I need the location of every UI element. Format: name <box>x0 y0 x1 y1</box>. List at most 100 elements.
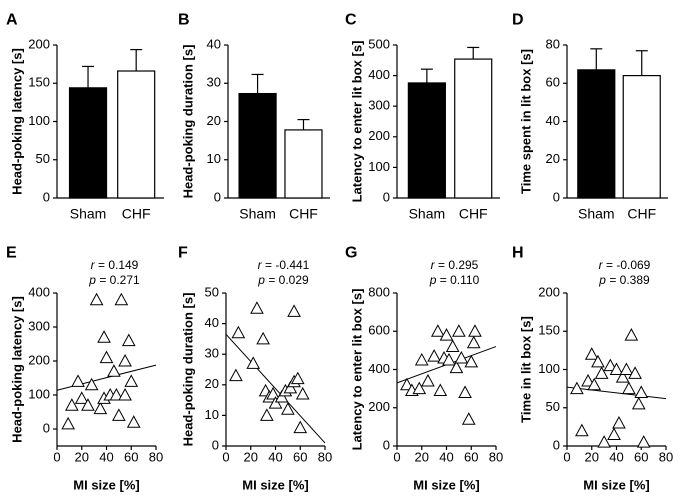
data-point-e-1 <box>65 398 79 411</box>
category-label-c-chf: CHF <box>459 205 488 221</box>
category-label-c-sham: Sham <box>409 205 446 221</box>
data-point-e-19 <box>124 374 139 387</box>
y-tick-label-a-200: 200 <box>28 36 50 51</box>
data-point-g-19 <box>468 324 482 337</box>
x-tick-label-f-40: 40 <box>268 450 282 465</box>
r-symbol: r <box>258 258 265 272</box>
r-value: = 0.295 <box>438 258 479 272</box>
y-tick-label-c-0: 0 <box>383 189 390 204</box>
y-tick-label-f-40: 40 <box>205 315 219 330</box>
y-tick-label-c-400: 400 <box>368 67 390 82</box>
y-axis-label-a: Head-poking latency [s] <box>10 48 25 195</box>
x-tick-label-h-20: 20 <box>585 450 599 465</box>
data-point-f-0 <box>229 368 243 382</box>
data-point-f-9 <box>268 396 283 409</box>
p-value: = 0.029 <box>268 273 309 287</box>
y-tick-label-d-60: 60 <box>546 75 560 90</box>
y-axis-label-g: Latency to enter lit box [s] <box>350 289 365 451</box>
panel-label-f: F <box>178 244 188 261</box>
x-tick-label-h-0: 0 <box>563 450 570 465</box>
data-point-g-5 <box>427 349 441 362</box>
y-tick-label-d-0: 0 <box>553 189 560 204</box>
data-point-h-5 <box>591 354 605 368</box>
data-point-e-18 <box>121 333 136 347</box>
y-axis-label-h: Time in lit box [s] <box>519 316 534 423</box>
y-tick-label-e-300: 300 <box>28 318 50 333</box>
r-stat-g: r = 0.295 <box>431 258 479 272</box>
data-point-e-7 <box>93 401 108 415</box>
x-tick-label-e-20: 20 <box>75 450 89 465</box>
data-point-g-9 <box>439 328 454 341</box>
y-tick-label-h-50: 50 <box>546 399 560 414</box>
data-point-g-3 <box>414 352 429 366</box>
y-tick-label-d-40: 40 <box>546 113 560 128</box>
y-tick-label-c-100: 100 <box>368 159 390 174</box>
p-value: = 0.110 <box>440 273 480 287</box>
panel-label-d: D <box>512 11 524 28</box>
y-tick-label-a-100: 100 <box>28 113 50 128</box>
x-tick-label-e-60: 60 <box>124 450 138 465</box>
data-point-h-2 <box>581 373 595 387</box>
data-point-e-0 <box>61 416 75 430</box>
y-tick-label-e-0: 0 <box>43 420 50 435</box>
r-value: = 0.149 <box>98 258 139 272</box>
p-symbol: p <box>257 273 268 287</box>
p-stat-f: p = 0.029 <box>257 273 309 287</box>
x-tick-label-e-80: 80 <box>149 450 163 465</box>
x-tick-label-g-40: 40 <box>439 450 453 465</box>
bar-b-chf <box>284 129 323 199</box>
data-point-f-13 <box>283 380 298 394</box>
y-axis-label-c: Latency to enter lit box [s] <box>350 41 365 203</box>
x-axis-label-e: MI size [%] <box>73 478 139 493</box>
data-point-g-11 <box>445 339 460 353</box>
y-axis-label-d: Time spent in lit box [s] <box>519 49 534 194</box>
panel-f: F 0 10 20 30 40 50 Head-poking duration [s] 0 20 4… <box>178 244 332 492</box>
category-label-d-sham: Sham <box>578 205 615 221</box>
x-tick-label-g-0: 0 <box>393 450 400 465</box>
data-point-h-7 <box>597 435 611 448</box>
panel-label-g: G <box>345 244 357 261</box>
y-tick-label-c-300: 300 <box>368 98 390 113</box>
data-point-g-16 <box>461 412 476 425</box>
data-point-g-13 <box>452 324 466 337</box>
y-tick-label-b-10: 10 <box>207 151 221 166</box>
panel-h: H 0 50 100 150 200 Time in lit box [s] 0 20 40 60 8… <box>512 244 673 492</box>
data-point-h-6 <box>594 366 609 379</box>
p-symbol: p <box>88 273 99 287</box>
y-tick-label-b-20: 20 <box>207 113 221 128</box>
y-tick-label-e-400: 400 <box>28 284 50 299</box>
data-point-e-10 <box>99 350 114 364</box>
data-point-h-1 <box>575 423 589 437</box>
data-point-e-5 <box>84 377 99 391</box>
y-axis-label-e: Head-poking latency [s] <box>10 296 25 443</box>
data-point-e-4 <box>81 398 95 411</box>
data-point-h-19 <box>636 435 651 448</box>
r-value: = -0.441 <box>265 258 310 272</box>
panel-label-a: A <box>6 11 18 28</box>
x-tick-label-e-0: 0 <box>53 450 60 465</box>
x-tick-label-g-20: 20 <box>415 450 429 465</box>
r-stat-e: r = 0.149 <box>91 258 139 272</box>
r-stat-f: r = -0.441 <box>258 258 310 272</box>
data-point-e-13 <box>109 387 124 401</box>
data-point-f-8 <box>266 386 280 400</box>
y-tick-label-g-600: 600 <box>368 323 390 338</box>
p-stat-h: p = 0.389 <box>598 273 650 287</box>
y-tick-label-a-150: 150 <box>28 75 50 90</box>
r-symbol: r <box>431 258 438 272</box>
panel-label-h: H <box>512 244 524 261</box>
x-tick-label-h-40: 40 <box>609 450 623 465</box>
r-symbol: r <box>91 258 98 272</box>
y-tick-label-g-0: 0 <box>383 437 390 452</box>
r-value: = -0.069 <box>606 258 651 272</box>
data-point-f-4 <box>256 331 270 345</box>
data-point-g-7 <box>433 383 448 397</box>
data-point-e-8 <box>97 330 111 343</box>
panel-d: D 0 20 40 60 80 Time spent in lit box [s] Sham C… <box>512 11 668 221</box>
data-point-h-4 <box>587 377 602 391</box>
y-tick-label-b-30: 30 <box>207 75 221 90</box>
data-point-e-2 <box>71 374 85 387</box>
y-tick-label-g-200: 200 <box>368 399 390 414</box>
x-tick-label-f-60: 60 <box>293 450 307 465</box>
